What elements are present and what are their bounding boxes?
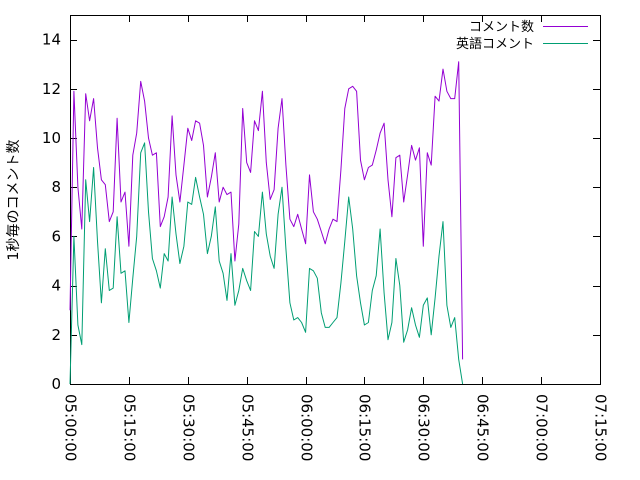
- legend-label: コメント数: [469, 20, 534, 35]
- x-tick-label: 06:00:00: [298, 394, 316, 461]
- series-lines: [69, 61, 464, 385]
- x-tick-label: 07:15:00: [592, 394, 610, 461]
- x-tick-label: 06:30:00: [415, 394, 433, 461]
- legend-label: 英語コメント: [456, 36, 534, 52]
- y-tick-labels: 0 2 4 6 8 10 12 14: [42, 31, 61, 393]
- y-tick-label: 6: [51, 227, 61, 245]
- x-tick-labels: 05:00:00 05:15:00 05:30:00 05:45:00 06:00:00…: [62, 394, 610, 461]
- y-tick-label: 14: [42, 31, 61, 49]
- y-tick-label: 8: [51, 178, 61, 196]
- x-tick-label: 07:00:00: [533, 394, 551, 461]
- y-axis-label: 1秒毎のコメント数: [6, 140, 22, 261]
- x-tick-label: 05:45:00: [239, 394, 257, 461]
- y-tick-label: 10: [42, 129, 61, 147]
- series-line-0: [69, 61, 464, 360]
- y-tick-label: 2: [51, 326, 61, 344]
- tick-marks: [70, 15, 601, 385]
- x-tick-label: 06:45:00: [474, 394, 492, 461]
- x-tick-label: 06:15:00: [356, 394, 374, 461]
- x-tick-label: 05:00:00: [62, 394, 80, 461]
- y-tick-label: 12: [42, 80, 61, 98]
- plot-frame: [70, 15, 601, 385]
- y-tick-label: 0: [51, 375, 61, 393]
- x-tick-label: 05:30:00: [180, 394, 198, 461]
- x-tick-label: 05:15:00: [121, 394, 139, 461]
- series-line-1: [69, 142, 464, 385]
- y-tick-label: 4: [51, 277, 61, 295]
